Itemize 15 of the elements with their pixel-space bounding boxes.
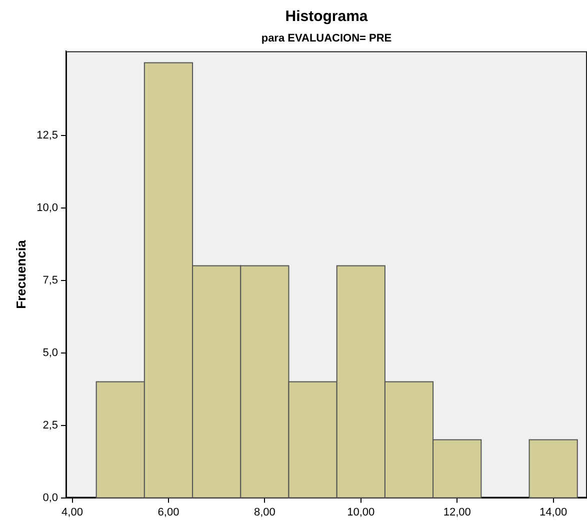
- chart-title: Histograma: [285, 8, 368, 26]
- x-tick-label: 10,00: [347, 506, 375, 518]
- y-tick-label: 5,0: [42, 346, 58, 359]
- x-tick-label: 4,00: [62, 506, 83, 518]
- y-tick-label: 0,0: [42, 492, 58, 504]
- y-tick-label: 10,0: [36, 202, 58, 214]
- chart-subtitle: para EVALUACION= PRE: [261, 32, 392, 45]
- x-tick-label: 14,00: [540, 506, 568, 518]
- x-tick-label: 8,00: [254, 506, 276, 518]
- x-tick-label: 12,00: [443, 506, 471, 518]
- y-tick-label: 2,5: [42, 419, 58, 432]
- y-tick-label: 7,5: [42, 274, 58, 286]
- y-tick-label: 12,5: [36, 129, 58, 142]
- y-axis-title: Frecuencia: [13, 239, 28, 309]
- x-tick-label: 6,00: [158, 506, 180, 518]
